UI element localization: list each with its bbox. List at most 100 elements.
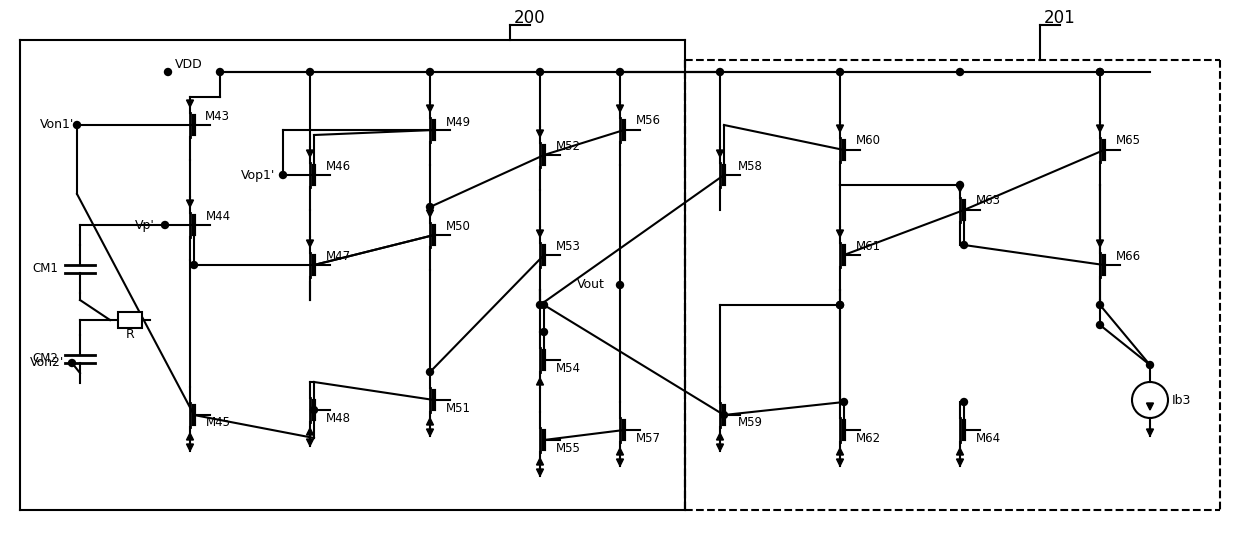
Circle shape xyxy=(191,262,197,269)
Circle shape xyxy=(957,182,964,189)
Text: M51: M51 xyxy=(446,402,471,414)
Circle shape xyxy=(721,412,727,419)
Text: M55: M55 xyxy=(556,442,581,454)
Polygon shape xyxy=(1146,429,1154,436)
Polygon shape xyxy=(187,444,193,451)
Text: Von1': Von1' xyxy=(40,119,74,131)
Circle shape xyxy=(165,68,171,75)
Polygon shape xyxy=(957,448,964,455)
Text: M53: M53 xyxy=(556,240,581,254)
Polygon shape xyxy=(306,439,313,446)
Circle shape xyxy=(836,302,844,309)
Text: M58: M58 xyxy=(738,161,763,174)
Text: 201: 201 xyxy=(1044,9,1075,27)
Polygon shape xyxy=(536,378,544,385)
Polygon shape xyxy=(617,459,623,466)
Text: M45: M45 xyxy=(206,417,230,429)
Text: M52: M52 xyxy=(556,140,581,153)
Text: CM2: CM2 xyxy=(32,352,58,365)
Polygon shape xyxy=(426,105,434,112)
Polygon shape xyxy=(306,150,313,157)
Circle shape xyxy=(960,241,968,248)
Text: Von2': Von2' xyxy=(30,357,64,370)
Circle shape xyxy=(1146,362,1154,368)
Circle shape xyxy=(540,302,548,309)
Polygon shape xyxy=(1146,403,1154,410)
Polygon shape xyxy=(426,210,434,217)
Polygon shape xyxy=(187,100,193,107)
Polygon shape xyxy=(1097,125,1104,132)
Polygon shape xyxy=(716,150,724,157)
Text: 200: 200 xyxy=(514,9,546,27)
Text: M65: M65 xyxy=(1116,134,1141,146)
Circle shape xyxy=(957,68,964,75)
Circle shape xyxy=(217,68,223,75)
Text: M54: M54 xyxy=(556,362,581,374)
Text: R: R xyxy=(125,327,134,341)
Circle shape xyxy=(1097,68,1104,75)
Text: Vp': Vp' xyxy=(135,218,155,232)
Circle shape xyxy=(836,68,844,75)
Circle shape xyxy=(716,68,724,75)
Bar xyxy=(118,312,142,328)
Circle shape xyxy=(68,359,76,366)
Circle shape xyxy=(840,398,847,405)
Circle shape xyxy=(960,398,968,405)
Text: M59: M59 xyxy=(738,417,763,429)
Text: M64: M64 xyxy=(976,431,1001,444)
Circle shape xyxy=(426,203,434,210)
Polygon shape xyxy=(836,125,844,132)
Text: Vout: Vout xyxy=(577,279,605,292)
Polygon shape xyxy=(1097,240,1104,247)
Polygon shape xyxy=(716,444,724,451)
Polygon shape xyxy=(836,448,844,455)
Text: M57: M57 xyxy=(636,431,660,444)
Polygon shape xyxy=(187,200,193,207)
Text: Ib3: Ib3 xyxy=(1172,394,1192,406)
Text: M44: M44 xyxy=(206,210,232,224)
Circle shape xyxy=(836,302,844,309)
Text: M49: M49 xyxy=(446,115,471,129)
Polygon shape xyxy=(426,429,434,436)
Text: M43: M43 xyxy=(204,111,230,123)
Circle shape xyxy=(306,68,313,75)
Polygon shape xyxy=(836,230,844,237)
Circle shape xyxy=(280,171,286,178)
Polygon shape xyxy=(836,459,844,466)
Circle shape xyxy=(426,68,434,75)
Circle shape xyxy=(617,68,623,75)
Text: CM1: CM1 xyxy=(32,263,58,276)
Circle shape xyxy=(73,122,81,129)
Text: M62: M62 xyxy=(856,431,881,444)
Polygon shape xyxy=(536,230,544,237)
Text: M66: M66 xyxy=(1116,250,1141,263)
Polygon shape xyxy=(716,433,724,440)
Polygon shape xyxy=(306,428,313,435)
Text: M47: M47 xyxy=(326,250,351,263)
Circle shape xyxy=(161,222,169,229)
Text: M63: M63 xyxy=(976,193,1001,207)
Text: M48: M48 xyxy=(326,412,351,425)
Circle shape xyxy=(536,302,544,309)
Circle shape xyxy=(311,406,317,413)
Text: M56: M56 xyxy=(636,114,660,127)
Circle shape xyxy=(540,328,548,335)
Polygon shape xyxy=(617,448,623,455)
Polygon shape xyxy=(957,185,964,192)
Text: M60: M60 xyxy=(856,134,881,146)
Text: M50: M50 xyxy=(446,221,471,233)
Polygon shape xyxy=(536,458,544,465)
Text: M46: M46 xyxy=(326,161,351,174)
Text: M61: M61 xyxy=(856,240,881,254)
Polygon shape xyxy=(617,105,623,112)
Circle shape xyxy=(617,281,623,288)
Polygon shape xyxy=(306,240,313,247)
Circle shape xyxy=(426,368,434,375)
Text: Vop1': Vop1' xyxy=(240,169,275,182)
Polygon shape xyxy=(957,459,964,466)
Circle shape xyxy=(536,68,544,75)
Polygon shape xyxy=(187,433,193,440)
Text: VDD: VDD xyxy=(175,59,203,72)
Polygon shape xyxy=(426,418,434,425)
Polygon shape xyxy=(536,130,544,137)
